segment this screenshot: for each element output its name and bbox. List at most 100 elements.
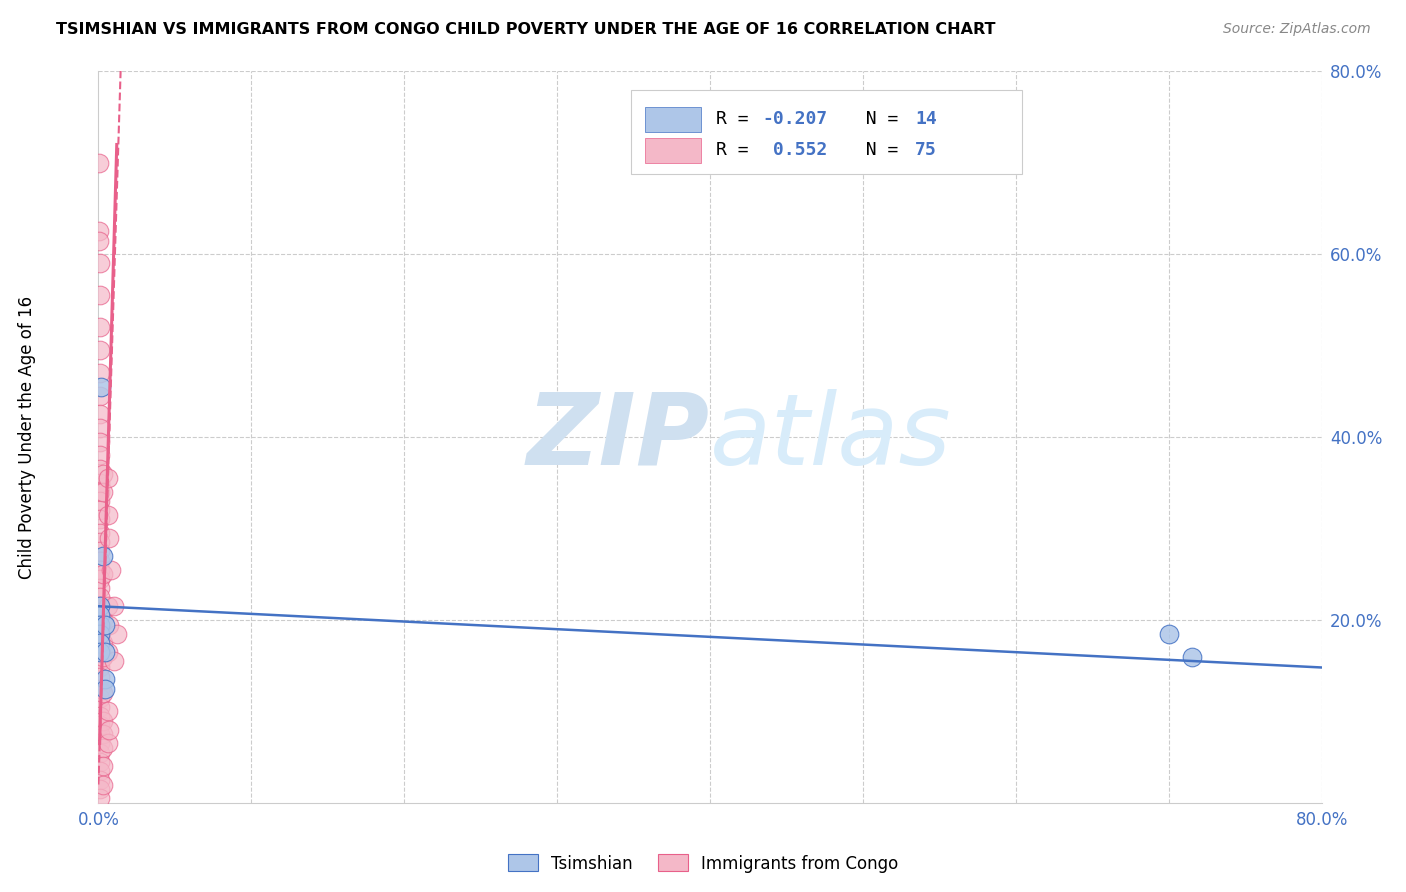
Point — [89, 590, 111, 604]
Point — [89, 599, 111, 614]
Point — [93, 681, 115, 696]
Bar — [645, 107, 702, 132]
Point — [97, 736, 120, 750]
Text: N =: N = — [844, 110, 910, 128]
Text: 14: 14 — [915, 110, 936, 128]
Point — [89, 791, 111, 805]
Point — [89, 772, 111, 787]
Bar — [645, 138, 702, 163]
Point — [91, 759, 114, 773]
Point — [91, 485, 114, 500]
Point — [89, 617, 111, 632]
Point — [89, 755, 111, 769]
Point — [89, 746, 111, 760]
Text: atlas: atlas — [710, 389, 952, 485]
Point — [89, 690, 111, 705]
Point — [89, 572, 111, 586]
Point — [89, 343, 111, 358]
Point — [89, 660, 111, 674]
Point — [89, 626, 111, 640]
Point — [98, 723, 121, 737]
Point — [105, 626, 128, 640]
Point — [89, 670, 111, 684]
Point — [100, 563, 122, 577]
Point — [89, 462, 111, 476]
Point — [89, 234, 111, 248]
Point — [89, 645, 111, 659]
Point — [89, 475, 111, 490]
Point — [89, 709, 111, 723]
Text: -0.207: -0.207 — [762, 110, 827, 128]
Point — [89, 699, 111, 714]
Point — [89, 736, 111, 750]
Point — [91, 714, 114, 728]
Point — [1181, 649, 1204, 664]
Point — [89, 526, 111, 541]
Point — [89, 608, 111, 623]
Point — [91, 740, 114, 755]
Point — [91, 727, 114, 741]
Text: ZIP: ZIP — [527, 389, 710, 485]
Point — [89, 681, 111, 696]
Point — [89, 224, 111, 238]
Point — [103, 599, 125, 614]
Point — [91, 467, 114, 481]
Point — [91, 686, 114, 700]
Point — [90, 380, 112, 394]
Point — [89, 654, 111, 668]
Point — [89, 494, 111, 508]
Point — [91, 649, 114, 664]
Text: R =: R = — [716, 141, 759, 160]
Point — [89, 581, 111, 595]
Point — [91, 636, 114, 650]
Text: N =: N = — [844, 141, 910, 160]
Point — [89, 563, 111, 577]
Point — [89, 718, 111, 732]
Point — [89, 256, 111, 270]
Point — [103, 654, 125, 668]
Point — [89, 434, 111, 449]
Legend: Tsimshian, Immigrants from Congo: Tsimshian, Immigrants from Congo — [501, 847, 905, 880]
Point — [89, 407, 111, 421]
Point — [93, 617, 115, 632]
Point — [89, 503, 111, 517]
Text: 0.552: 0.552 — [762, 141, 827, 160]
Point — [98, 531, 121, 545]
Point — [89, 782, 111, 797]
Point — [89, 366, 111, 380]
Point — [89, 764, 111, 778]
Point — [89, 626, 111, 640]
Point — [89, 320, 111, 334]
Text: 75: 75 — [915, 141, 936, 160]
Point — [91, 549, 114, 563]
FancyBboxPatch shape — [630, 90, 1022, 174]
Point — [89, 485, 111, 500]
Point — [89, 156, 111, 170]
Point — [89, 617, 111, 632]
Point — [89, 645, 111, 659]
Point — [89, 544, 111, 558]
Text: R =: R = — [716, 110, 759, 128]
Point — [89, 608, 111, 623]
Point — [97, 705, 120, 719]
Point — [89, 535, 111, 549]
Point — [91, 777, 114, 792]
Point — [93, 645, 115, 659]
Point — [89, 389, 111, 403]
Point — [89, 599, 111, 614]
Point — [89, 636, 111, 650]
Point — [97, 645, 120, 659]
Point — [97, 599, 120, 614]
Point — [89, 449, 111, 463]
Point — [98, 617, 121, 632]
Y-axis label: Child Poverty Under the Age of 16: Child Poverty Under the Age of 16 — [18, 295, 37, 579]
Text: TSIMSHIAN VS IMMIGRANTS FROM CONGO CHILD POVERTY UNDER THE AGE OF 16 CORRELATION: TSIMSHIAN VS IMMIGRANTS FROM CONGO CHILD… — [56, 22, 995, 37]
Point — [97, 471, 120, 485]
Point — [97, 508, 120, 522]
Point — [89, 288, 111, 302]
Point — [89, 727, 111, 741]
Point — [1157, 626, 1180, 640]
Point — [91, 567, 114, 582]
Point — [89, 512, 111, 526]
Point — [93, 673, 115, 687]
